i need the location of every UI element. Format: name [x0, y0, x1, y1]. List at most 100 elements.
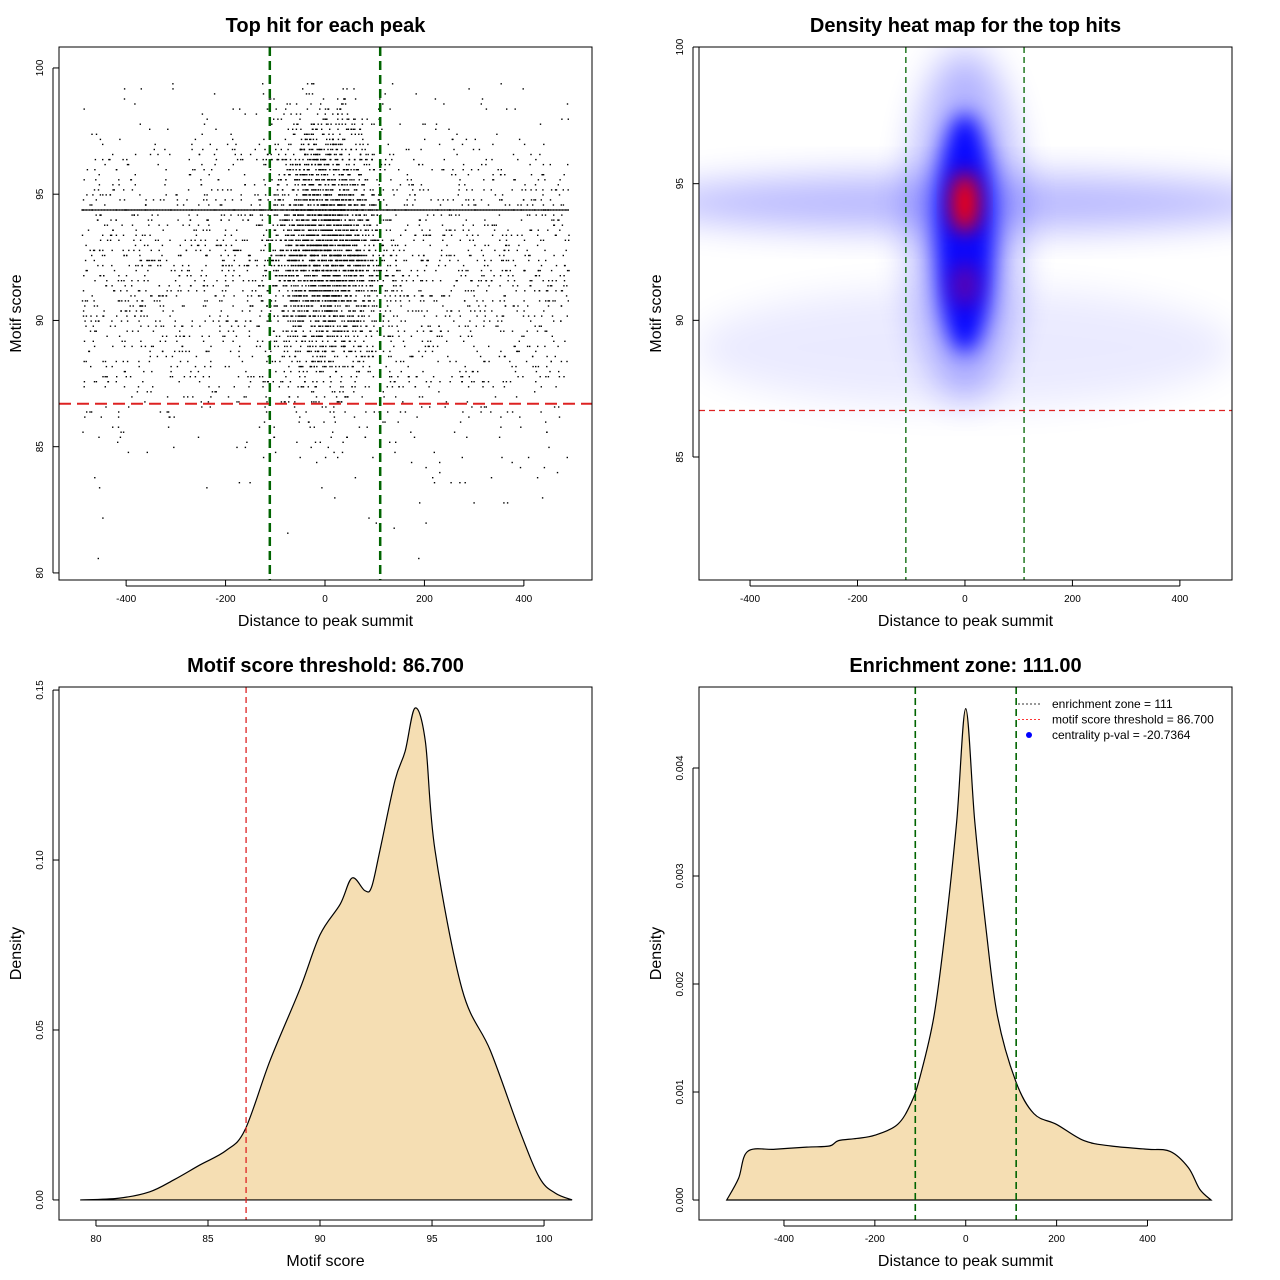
data-point: [104, 254, 106, 257]
data-point: [384, 209, 386, 211]
data-point: [282, 204, 285, 206]
data-point: [390, 355, 392, 358]
data-point: [297, 275, 299, 277]
data-point: [336, 214, 339, 216]
data-point: [324, 360, 326, 363]
data-point: [426, 259, 428, 262]
data-point: [453, 148, 455, 151]
data-point: [525, 360, 528, 363]
data-point: [203, 290, 206, 292]
data-point: [196, 290, 198, 292]
data-point: [296, 163, 299, 166]
data-point: [359, 350, 362, 353]
data-point: [331, 189, 333, 191]
data-point: [566, 315, 568, 317]
data-point: [190, 275, 192, 277]
data-point: [246, 239, 248, 241]
data-point: [117, 441, 119, 443]
data-point: [295, 103, 298, 105]
data-point: [400, 305, 402, 307]
data-point: [319, 280, 321, 282]
data-point: [359, 214, 361, 216]
data-point: [338, 169, 340, 171]
data-point: [117, 209, 119, 211]
data-point: [343, 98, 345, 100]
data-point: [476, 315, 478, 317]
data-point: [343, 194, 346, 196]
data-point: [285, 315, 288, 317]
data-point: [482, 386, 484, 388]
data-point: [125, 376, 127, 378]
data-point: [325, 254, 327, 257]
data-point: [276, 189, 279, 191]
data-point: [543, 143, 545, 146]
data-point: [333, 275, 335, 277]
data-point: [554, 189, 557, 191]
data-point: [505, 244, 508, 247]
data-point: [341, 310, 343, 312]
data-point: [542, 163, 545, 166]
data-point: [343, 290, 345, 292]
data-point: [104, 163, 106, 166]
data-point: [330, 249, 332, 252]
data-point: [508, 244, 510, 247]
data-point: [395, 300, 397, 302]
data-point: [339, 239, 342, 241]
data-point: [346, 194, 348, 196]
data-point: [314, 209, 316, 211]
data-point: [523, 310, 525, 312]
data-point: [331, 259, 333, 262]
data-point: [365, 305, 367, 307]
data-point: [320, 204, 322, 206]
data-point: [275, 239, 277, 241]
data-point: [310, 153, 312, 156]
data-point: [287, 244, 289, 247]
data-point: [165, 335, 168, 337]
data-point: [338, 123, 340, 125]
data-point: [344, 280, 347, 282]
data-point: [341, 103, 343, 105]
data-point: [431, 330, 433, 332]
data-point: [339, 194, 341, 196]
data-point: [93, 249, 96, 252]
data-point: [279, 219, 281, 221]
data-point: [339, 209, 341, 211]
data-point: [465, 269, 467, 272]
data-point: [382, 325, 384, 327]
data-point: [444, 264, 447, 267]
data-point: [106, 280, 108, 282]
data-point: [104, 204, 106, 206]
data-point: [278, 264, 280, 267]
data-point: [138, 209, 140, 211]
data-point: [289, 103, 291, 105]
data-point: [438, 143, 441, 146]
data-point: [398, 169, 400, 171]
data-point: [320, 169, 322, 171]
data-point: [320, 330, 323, 332]
data-point: [336, 285, 339, 287]
data-point: [234, 249, 236, 252]
data-point: [300, 320, 302, 322]
data-point: [327, 340, 329, 342]
data-point: [196, 244, 199, 247]
data-point: [399, 295, 401, 297]
data-point: [561, 214, 563, 216]
data-point: [526, 330, 528, 332]
data-point: [312, 275, 315, 277]
data-point: [305, 93, 308, 95]
data-point: [328, 224, 331, 226]
data-point: [323, 396, 326, 398]
data-point: [308, 133, 310, 135]
data-point: [309, 209, 311, 211]
data-point: [356, 249, 358, 252]
data-point: [450, 229, 452, 231]
data-point: [310, 224, 312, 226]
data-point: [226, 143, 229, 146]
data-point: [341, 330, 343, 332]
data-point: [329, 169, 331, 171]
data-point: [303, 148, 305, 151]
data-point: [468, 229, 470, 231]
data-point: [546, 365, 548, 368]
data-point: [336, 209, 338, 211]
data-point: [289, 269, 292, 272]
